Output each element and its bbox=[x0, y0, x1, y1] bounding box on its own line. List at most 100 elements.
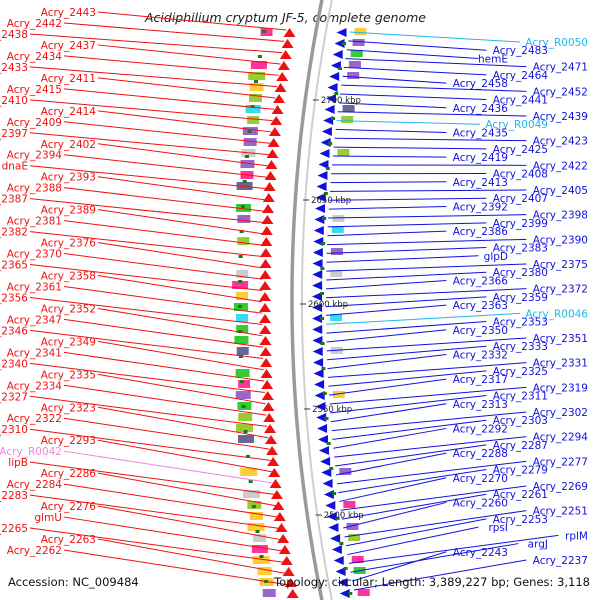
gene-label-forward[interactable]: Acry_2284 bbox=[7, 479, 63, 491]
gene-label-reverse[interactable]: Acry_2332 bbox=[453, 349, 508, 361]
gene-label-forward[interactable]: Acry_2276 bbox=[41, 501, 97, 513]
gene-label-reverse[interactable]: Acry_2423 bbox=[533, 136, 588, 148]
gene-label-forward[interactable]: Acry_2437 bbox=[41, 40, 96, 52]
gene-label-forward[interactable]: Acry_2382 bbox=[0, 227, 28, 239]
gene-label-reverse[interactable]: Acry_2458 bbox=[453, 78, 508, 90]
gene-label-reverse[interactable]: Acry_2353 bbox=[493, 317, 548, 329]
gene-label-reverse[interactable]: Acry_2408 bbox=[493, 169, 548, 181]
gene-label-forward[interactable]: Acry_2334 bbox=[7, 380, 63, 392]
gene-label-reverse[interactable]: Acry_2380 bbox=[493, 267, 548, 279]
gene-label-reverse[interactable]: Acry_2399 bbox=[493, 218, 548, 230]
gene-label-reverse[interactable]: Acry_2372 bbox=[533, 284, 588, 296]
gene-label-reverse[interactable]: Acry_2436 bbox=[453, 103, 509, 115]
gene-label-forward[interactable]: Acry_2402 bbox=[41, 139, 96, 151]
gene-label-reverse[interactable]: rplM bbox=[565, 530, 588, 542]
gene-label-reverse[interactable]: Acry_2419 bbox=[453, 152, 508, 164]
gene-label-forward[interactable]: Acry_2327 bbox=[0, 391, 28, 403]
gene-label-forward[interactable]: Acry_2415 bbox=[7, 84, 62, 96]
gene-label-forward[interactable]: Acry_2346 bbox=[0, 325, 28, 337]
gene-label-reverse[interactable]: hemE bbox=[478, 53, 508, 65]
gene-label-forward[interactable]: Acry_2443 bbox=[41, 7, 96, 19]
gene-label-reverse[interactable]: Acry_2292 bbox=[453, 423, 508, 435]
gene-label-reverse[interactable]: Acry_2294 bbox=[533, 432, 589, 444]
gene-label-forward[interactable]: Acry_2356 bbox=[0, 292, 28, 304]
gene-label-reverse[interactable]: Acry_2452 bbox=[533, 86, 588, 98]
gene-label-forward[interactable]: Acry_2349 bbox=[41, 336, 96, 348]
gene-label-reverse[interactable]: Acry_2302 bbox=[533, 407, 588, 419]
gene-label-reverse[interactable]: Acry_2251 bbox=[533, 506, 588, 518]
gene-label-reverse[interactable]: Acry_2464 bbox=[493, 70, 549, 82]
gene-label-reverse[interactable]: Acry_2303 bbox=[493, 415, 548, 427]
gene-label-forward[interactable]: Acry_2411 bbox=[41, 73, 96, 85]
gene-label-reverse[interactable]: Acry_2333 bbox=[493, 341, 548, 353]
gene-label-reverse[interactable]: Acry_2317 bbox=[453, 374, 508, 386]
gene-label-forward[interactable]: Acry_2262 bbox=[7, 545, 62, 557]
gene-label-forward[interactable]: Acry_2376 bbox=[41, 238, 97, 250]
gene-label-forward[interactable]: Acry_2265 bbox=[0, 523, 28, 535]
gene-label-forward[interactable]: glmU bbox=[35, 512, 63, 524]
gene-label-forward[interactable]: Acry_2388 bbox=[7, 183, 62, 195]
gene-label-reverse[interactable]: Acry_2261 bbox=[493, 489, 548, 501]
gene-label-reverse[interactable]: Acry_2287 bbox=[493, 440, 548, 452]
gene-label-reverse[interactable]: Acry_2390 bbox=[533, 234, 588, 246]
gene-label-forward[interactable]: Acry_2393 bbox=[41, 172, 96, 184]
gene-label-forward[interactable]: Acry_2283 bbox=[0, 490, 28, 502]
gene-label-forward[interactable]: Acry_2381 bbox=[7, 216, 62, 228]
gene-label-forward[interactable]: Acry_2322 bbox=[7, 413, 62, 425]
gene-label-reverse[interactable]: Acry_2277 bbox=[533, 456, 588, 468]
gene-label-forward[interactable]: Acry_R0042 bbox=[0, 446, 62, 458]
gene-label-reverse[interactable]: Acry_2243 bbox=[453, 547, 508, 559]
gene-label-forward[interactable]: Acry_2310 bbox=[0, 424, 28, 436]
gene-label-reverse[interactable]: Acry_R0049 bbox=[485, 119, 548, 131]
gene-label-reverse[interactable]: glpD bbox=[484, 251, 508, 263]
gene-label-reverse[interactable]: Acry_2331 bbox=[533, 358, 588, 370]
gene-label-forward[interactable]: Acry_2365 bbox=[0, 260, 28, 272]
gene-label-reverse[interactable]: Acry_2279 bbox=[493, 465, 548, 477]
gene-label-reverse[interactable]: Acry_2359 bbox=[493, 292, 548, 304]
gene-label-forward[interactable]: Acry_2347 bbox=[7, 314, 62, 326]
gene-label-forward[interactable]: Acry_2433 bbox=[0, 62, 28, 74]
gene-label-reverse[interactable]: Acry_2350 bbox=[453, 325, 508, 337]
gene-label-forward[interactable]: Acry_2323 bbox=[41, 402, 96, 414]
gene-label-reverse[interactable]: Acry_2425 bbox=[493, 144, 548, 156]
gene-label-reverse[interactable]: Acry_2237 bbox=[533, 555, 588, 567]
gene-label-forward[interactable]: lipB bbox=[8, 457, 28, 469]
gene-label-forward[interactable]: Acry_2438 bbox=[0, 29, 28, 41]
gene-label-forward[interactable]: Acry_2442 bbox=[7, 18, 62, 30]
gene-label-reverse[interactable]: Acry_2319 bbox=[533, 382, 588, 394]
gene-label-forward[interactable]: Acry_2358 bbox=[41, 271, 96, 283]
gene-label-forward[interactable]: Acry_2341 bbox=[7, 347, 62, 359]
gene-label-reverse[interactable]: Acry_2260 bbox=[453, 497, 508, 509]
gene-label-reverse[interactable]: Acry_2483 bbox=[493, 45, 548, 57]
gene-label-forward[interactable]: Acry_2387 bbox=[0, 194, 28, 206]
gene-label-reverse[interactable]: Acry_2413 bbox=[453, 177, 508, 189]
gene-label-reverse[interactable]: Acry_2383 bbox=[493, 243, 548, 255]
gene-label-reverse[interactable]: Acry_2471 bbox=[533, 62, 588, 74]
gene-label-reverse[interactable]: Acry_2405 bbox=[533, 185, 588, 197]
gene-label-reverse[interactable]: Acry_2269 bbox=[533, 481, 588, 493]
gene-label-reverse[interactable]: Acry_2325 bbox=[493, 366, 548, 378]
gene-label-forward[interactable]: Acry_2394 bbox=[7, 150, 63, 162]
gene-label-reverse[interactable]: Acry_2366 bbox=[453, 275, 509, 287]
gene-label-reverse[interactable]: Acry_2392 bbox=[453, 201, 508, 213]
gene-label-forward[interactable]: Acry_2361 bbox=[7, 281, 62, 293]
gene-label-reverse[interactable]: Acry_2407 bbox=[493, 193, 548, 205]
gene-label-forward[interactable]: Acry_2434 bbox=[7, 51, 63, 63]
gene-label-forward[interactable]: Acry_2335 bbox=[41, 369, 96, 381]
gene-label-reverse[interactable]: Acry_2375 bbox=[533, 259, 588, 271]
gene-label-forward[interactable]: Acry_2410 bbox=[0, 95, 28, 107]
gene-label-reverse[interactable]: Acry_2253 bbox=[493, 514, 548, 526]
gene-label-forward[interactable]: Acry_2286 bbox=[41, 468, 97, 480]
gene-label-forward[interactable]: Acry_2340 bbox=[0, 358, 28, 370]
gene-label-forward[interactable]: Acry_2263 bbox=[41, 534, 96, 546]
gene-label-reverse[interactable]: Acry_2398 bbox=[533, 210, 588, 222]
gene-label-forward[interactable]: Acry_2352 bbox=[41, 303, 96, 315]
gene-label-reverse[interactable]: Acry_R0046 bbox=[525, 308, 588, 320]
gene-label-reverse[interactable]: Acry_2270 bbox=[453, 473, 508, 485]
gene-label-reverse[interactable]: Acry_2363 bbox=[453, 300, 508, 312]
gene-label-forward[interactable]: Acry_2414 bbox=[41, 106, 97, 118]
gene-label-reverse[interactable]: Acry_2435 bbox=[453, 127, 508, 139]
gene-label-forward[interactable]: Acry_2293 bbox=[41, 435, 96, 447]
gene-label-forward[interactable]: Acry_2389 bbox=[41, 205, 96, 217]
gene-label-forward[interactable]: Acry_2397 bbox=[0, 128, 28, 140]
